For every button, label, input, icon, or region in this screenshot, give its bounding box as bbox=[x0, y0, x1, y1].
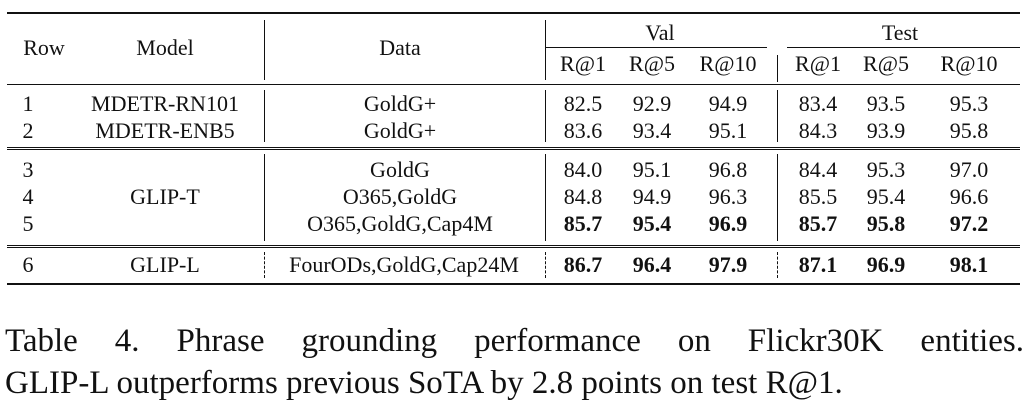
row2-val-r10: 95.1 bbox=[708, 118, 748, 143]
vrule-g1-model bbox=[264, 90, 265, 142]
row6-val-r10: 97.9 bbox=[708, 252, 748, 277]
row1-test-r10: 95.3 bbox=[949, 91, 989, 116]
row4-test-r1: 85.5 bbox=[798, 184, 838, 209]
group-rule-1 bbox=[7, 147, 1020, 148]
header-test-r10: R@10 bbox=[940, 51, 998, 76]
row6-model: GLIP-L bbox=[130, 252, 200, 277]
group-rule-2 bbox=[7, 245, 1020, 246]
row6-test-r1: 87.1 bbox=[798, 252, 838, 277]
header-test-r1: R@1 bbox=[795, 51, 841, 76]
table-caption: Table 4. Phrase grounding performance on… bbox=[5, 320, 1024, 404]
row5-test-r10: 97.2 bbox=[949, 211, 989, 236]
row4-test-r5: 95.4 bbox=[866, 184, 906, 209]
test-group-underline bbox=[787, 47, 1020, 48]
row1-index: 1 bbox=[22, 91, 34, 116]
row3-val-r10: 96.8 bbox=[708, 157, 748, 182]
row2-test-r5: 93.9 bbox=[866, 118, 906, 143]
row1-val-r10: 94.9 bbox=[708, 91, 748, 116]
vrule-header-data bbox=[545, 20, 546, 80]
row5-test-r1: 85.7 bbox=[798, 211, 838, 236]
row2-index: 2 bbox=[22, 118, 34, 143]
row5-val-r5: 95.4 bbox=[632, 211, 672, 236]
vrule-header-model bbox=[264, 20, 265, 80]
row3-test-r5: 95.3 bbox=[866, 157, 906, 182]
vrule-g3-val bbox=[777, 252, 778, 278]
row4-val-r5: 94.9 bbox=[632, 184, 672, 209]
row1-model: MDETR-RN101 bbox=[91, 91, 239, 116]
vrule-g2-val bbox=[777, 154, 778, 241]
vrule-g2-model bbox=[264, 154, 265, 241]
row3-val-r5: 95.1 bbox=[632, 157, 672, 182]
row3-data: GoldG bbox=[370, 157, 430, 182]
row2-val-r1: 83.6 bbox=[563, 118, 603, 143]
row3-test-r1: 84.4 bbox=[798, 157, 838, 182]
header-val-r10: R@10 bbox=[699, 51, 757, 76]
header-rule bbox=[7, 84, 1020, 85]
vrule-g2-data bbox=[545, 154, 546, 241]
header-val-group: Val bbox=[645, 20, 675, 45]
row2-test-r10: 95.8 bbox=[949, 118, 989, 143]
header-test-r5: R@5 bbox=[863, 51, 909, 76]
row6-index: 6 bbox=[22, 252, 34, 277]
row5-val-r10: 96.9 bbox=[708, 211, 748, 236]
row1-test-r1: 83.4 bbox=[798, 91, 838, 116]
val-group-underline bbox=[545, 47, 767, 48]
row1-data: GoldG+ bbox=[363, 91, 437, 116]
caption-line-1: Table 4. Phrase grounding performance on… bbox=[5, 323, 1024, 359]
row5-test-r5: 95.8 bbox=[866, 211, 906, 236]
header-data: Data bbox=[379, 35, 421, 60]
row4-data: O365,GoldG bbox=[342, 184, 458, 209]
row2-data: GoldG+ bbox=[363, 118, 437, 143]
vrule-g3-model bbox=[264, 252, 265, 278]
row6-val-r1: 86.7 bbox=[563, 252, 603, 277]
row6-test-r10: 98.1 bbox=[949, 252, 989, 277]
header-val-r1: R@1 bbox=[560, 51, 606, 76]
group-rule-2b bbox=[7, 247, 1020, 248]
row4-test-r10: 96.6 bbox=[949, 184, 989, 209]
row1-val-r5: 92.9 bbox=[632, 91, 672, 116]
row3-index: 3 bbox=[22, 157, 34, 182]
header-row: Row bbox=[23, 35, 65, 60]
row3-test-r10: 97.0 bbox=[949, 157, 989, 182]
row5-data: O365,GoldG,Cap4M bbox=[307, 211, 493, 236]
header-model: Model bbox=[136, 35, 194, 60]
row3-val-r1: 84.0 bbox=[563, 157, 603, 182]
caption-line-2: GLIP-L outperforms previous SoTA by 2.8 … bbox=[5, 365, 843, 401]
vrule-g1-val bbox=[777, 90, 778, 142]
header-val-r5: R@5 bbox=[629, 51, 675, 76]
group-rule-1b bbox=[7, 149, 1020, 150]
vrule-header-val bbox=[777, 55, 778, 82]
header-test-group: Test bbox=[881, 20, 919, 45]
row4-val-r10: 96.3 bbox=[708, 184, 748, 209]
row1-test-r5: 93.5 bbox=[866, 91, 906, 116]
row4-val-r1: 84.8 bbox=[563, 184, 603, 209]
vrule-g1-data bbox=[545, 90, 546, 142]
row6-val-r5: 96.4 bbox=[632, 252, 672, 277]
row2-model: MDETR-ENB5 bbox=[95, 118, 235, 143]
table-top-rule bbox=[7, 12, 1020, 14]
table-bottom-rule bbox=[7, 283, 1020, 285]
row2-test-r1: 84.3 bbox=[798, 118, 838, 143]
row5-val-r1: 85.7 bbox=[563, 211, 603, 236]
row2-val-r5: 93.4 bbox=[632, 118, 672, 143]
row5-index: 5 bbox=[22, 211, 34, 236]
row6-data: FourODs,GoldG,Cap24M bbox=[289, 252, 519, 277]
vrule-g3-data bbox=[545, 252, 546, 278]
row1-val-r1: 82.5 bbox=[563, 91, 603, 116]
row4-model: GLIP-T bbox=[130, 184, 200, 209]
row4-index: 4 bbox=[22, 184, 34, 209]
row6-test-r5: 96.9 bbox=[866, 252, 906, 277]
